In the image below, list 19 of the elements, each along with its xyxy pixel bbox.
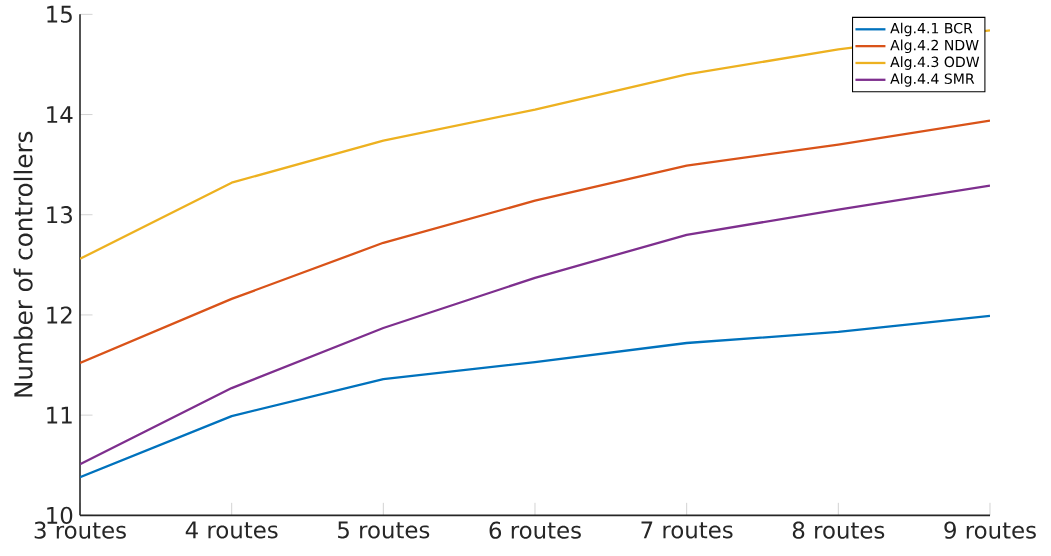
x-tick-label: 4 routes [185, 521, 278, 539]
x-tick-label: 7 routes [641, 521, 733, 539]
x-tick-label: 9 routes [944, 521, 1036, 539]
line-series [80, 119, 990, 365]
legend-label: Alg.4.2 NDW [890, 39, 979, 53]
y-tick-label: 15 [47, 5, 72, 23]
y-axis-title: Number of controllers [13, 131, 33, 397]
legend-label: Alg.4.1 BCR [890, 22, 973, 37]
line-series [80, 184, 990, 466]
legend-label: Alg.4.3 ODW [890, 56, 980, 70]
x-tick-label: 8 routes [792, 521, 885, 539]
x-tick-label: 6 routes [489, 521, 581, 539]
x-tick-label: 5 routes [338, 521, 430, 539]
line-series [80, 314, 990, 479]
legend-label: Alg.4.4 SMR [890, 72, 975, 87]
y-tick-label: 11 [47, 406, 72, 424]
y-tick-label: 13 [47, 205, 72, 224]
y-tick-label: 12 [47, 306, 72, 324]
y-tick-label: 14 [47, 106, 73, 123]
